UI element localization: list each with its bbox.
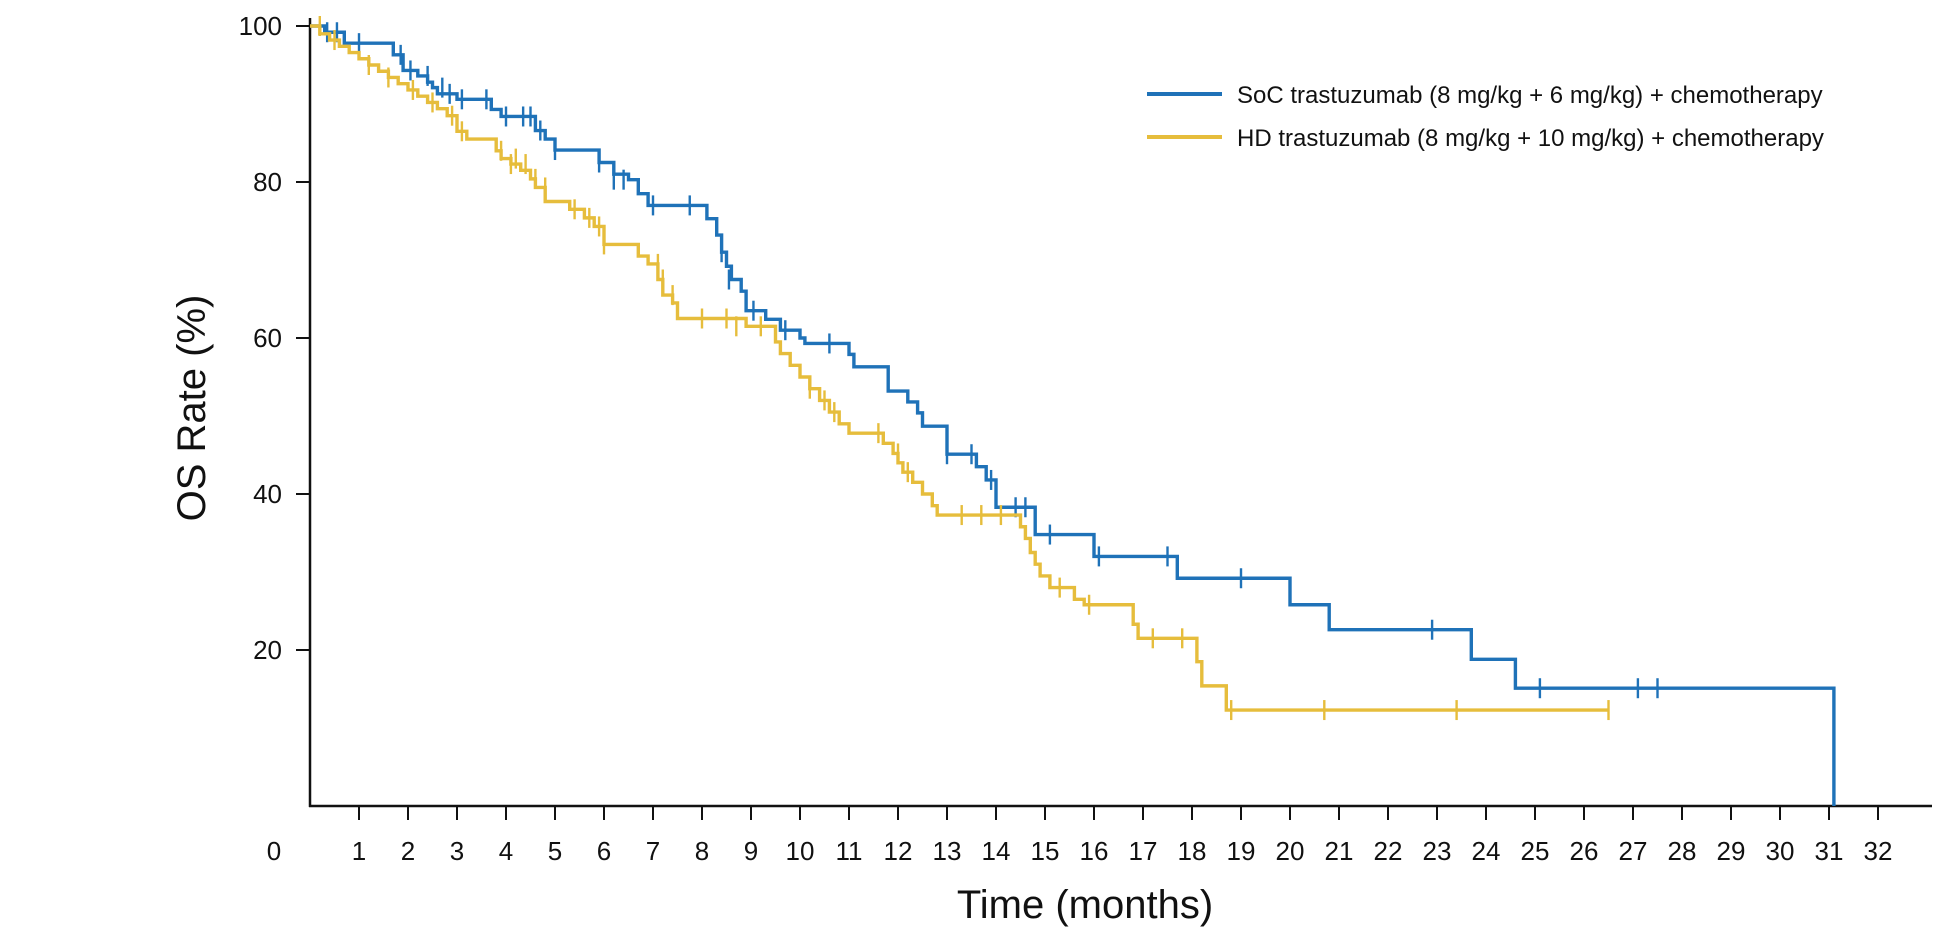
x-tick-label: 15 [1031, 836, 1060, 866]
x-tick-label: 9 [744, 836, 758, 866]
y-tick-label: 20 [253, 635, 282, 665]
x-tick-label: 25 [1521, 836, 1550, 866]
x-tick-label: 1 [352, 836, 366, 866]
x-tick-label: 27 [1619, 836, 1648, 866]
survival-curve-1 [310, 24, 1836, 806]
legend-label-1: SoC trastuzumab (8 mg/kg + 6 mg/kg) + ch… [1237, 82, 1823, 109]
x-tick-label: 32 [1864, 836, 1893, 866]
x-tick-label: 12 [884, 836, 913, 866]
x-tick-label: 6 [597, 836, 611, 866]
x-axis-title: Time (months) [957, 883, 1213, 927]
x-tick-label: 29 [1717, 836, 1746, 866]
x-tick-label: 11 [836, 836, 863, 866]
x-tick-label: 18 [1178, 836, 1207, 866]
x-tick-label: 7 [646, 836, 660, 866]
axes-layer [296, 18, 1932, 820]
series-2 [310, 16, 1610, 721]
x-tick-label: 30 [1766, 836, 1795, 866]
x-tick-label: 8 [695, 836, 709, 866]
x-tick-label: 22 [1374, 836, 1403, 866]
x-tick-label: 4 [499, 836, 513, 866]
y-tick-label: 60 [253, 323, 282, 353]
x-tick-label: 5 [548, 836, 562, 866]
x-tick-label: 16 [1080, 836, 1109, 866]
x-tick-label: 0 [267, 836, 281, 866]
y-axis-title: OS Rate (%) [170, 295, 214, 522]
legend: SoC trastuzumab (8 mg/kg + 6 mg/kg) + ch… [1147, 82, 1824, 152]
x-tick-label: 31 [1815, 836, 1844, 866]
y-tick-label: 40 [253, 479, 282, 509]
x-tick-label: 19 [1227, 836, 1256, 866]
x-tick-label: 10 [786, 836, 815, 866]
x-tick-label: 23 [1423, 836, 1452, 866]
x-tick-label: 21 [1325, 836, 1354, 866]
x-tick-label: 3 [450, 836, 464, 866]
x-tick-label: 2 [401, 836, 415, 866]
x-tick-label: 13 [933, 836, 962, 866]
y-tick-label: 80 [253, 167, 282, 197]
x-tick-label: 26 [1570, 836, 1599, 866]
x-tick-label: 28 [1668, 836, 1697, 866]
series-1 [310, 22, 1836, 806]
x-tick-label: 24 [1472, 836, 1501, 866]
y-tick-label: 100 [239, 11, 282, 41]
x-tick-label: 17 [1129, 836, 1158, 866]
survival-curve-2 [310, 24, 1609, 712]
legend-label-2: HD trastuzumab (8 mg/kg + 10 mg/kg) + ch… [1237, 125, 1824, 152]
x-tick-label: 14 [982, 836, 1011, 866]
labels-layer: 0 1 2 3 4 5 6 7 8 9 10 11 12 13 14 15 16 17 18 19 20 21 22 23 24… [170, 11, 1892, 927]
series-layer [310, 16, 1836, 806]
x-tick-label: 20 [1276, 836, 1305, 866]
